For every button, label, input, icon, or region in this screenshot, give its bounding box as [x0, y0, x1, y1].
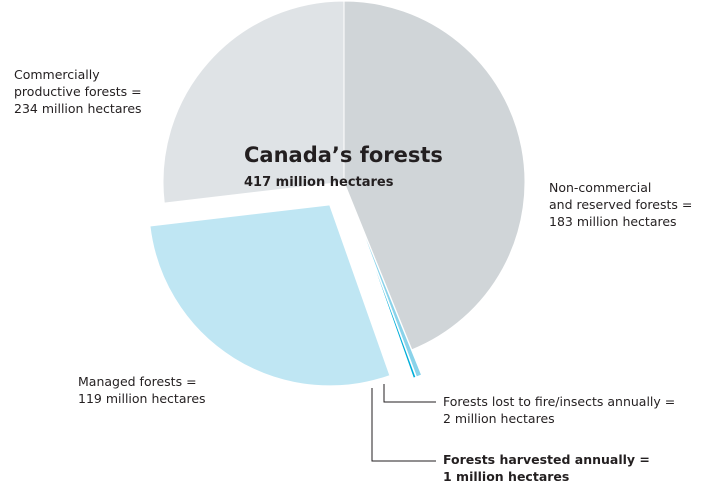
pie-slice-non-commercial: [343, 0, 526, 351]
leader-line-fire-insects: [383, 384, 436, 403]
chart-subtitle: 417 million hectares: [244, 175, 394, 190]
label-harvested: Forests harvested annually = 1 million h…: [443, 452, 650, 484]
label-commercially-productive: Commercially productive forests = 234 mi…: [14, 67, 142, 116]
label-managed: Managed forests = 119 million hectares: [78, 374, 206, 406]
label-non-commercial: Non-commercial and reserved forests = 18…: [549, 180, 693, 229]
chart-title: Canada’s forests: [244, 143, 443, 167]
leader-line-harvested: [371, 388, 436, 462]
pie-slice-managed: [149, 204, 391, 387]
pie-slice-harvested: [352, 207, 417, 379]
label-fire-insects: Forests lost to fire/insects annually = …: [443, 394, 676, 426]
pie-slice-commercial-remainder: [162, 0, 345, 204]
pie-slice-fire-insects: [353, 206, 423, 378]
